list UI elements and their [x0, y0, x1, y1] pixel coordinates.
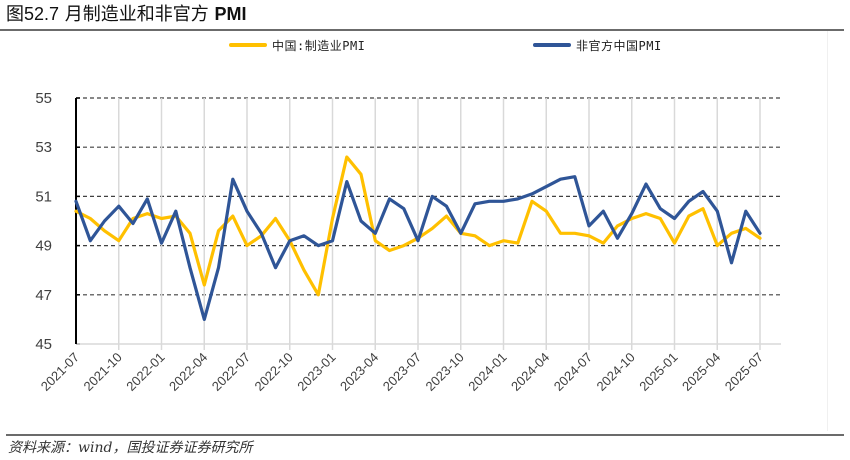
x-tick-label: 2024-07: [551, 350, 595, 394]
figure-title-prefix: 图: [6, 4, 24, 25]
x-tick-label: 2024-04: [508, 350, 552, 394]
x-tick-label: 2021-07: [38, 350, 82, 394]
x-tick-label: 2022-04: [166, 350, 210, 394]
x-tick-label: 2021-10: [81, 350, 125, 394]
legend-label-caixin: 非官方中国PMI: [576, 38, 662, 53]
axes: [75, 97, 781, 345]
source-note: 资料来源：wind，国投证券证券研究所: [8, 440, 253, 456]
figure-title-text: 月制造业和非官方: [59, 4, 215, 25]
data-series: [74, 155, 762, 321]
y-tick-label: 51: [35, 188, 52, 205]
x-tick-label: 2025-04: [679, 350, 723, 394]
x-tick-label: 2022-10: [252, 350, 296, 394]
figure-title-pmi: PMI: [214, 4, 247, 24]
vertical-gridlines: [118, 98, 761, 350]
x-tick-label: 2023-04: [337, 350, 381, 394]
x-tick-label: 2023-01: [294, 350, 338, 394]
x-tick-label: 2025-01: [636, 350, 680, 394]
title-divider: [0, 29, 844, 31]
figure-number: 52.7: [24, 4, 60, 24]
y-tick-label: 45: [35, 336, 52, 353]
y-tick-label: 55: [35, 90, 52, 107]
series-line-caixin: [74, 175, 762, 321]
x-tick-label: 2022-01: [123, 350, 167, 394]
y-tick-label: 53: [35, 139, 52, 156]
y-axis-tick-labels: 45 47 49 51 53 55: [35, 90, 52, 353]
x-tick-label: 2024-01: [465, 350, 509, 394]
legend-label-official: 中国:制造业PMI: [272, 38, 366, 53]
legend-swatch-official: [229, 43, 267, 47]
legend-item-official[interactable]: 中国:制造业PMI: [229, 36, 365, 54]
y-tick-label: 47: [35, 287, 52, 304]
legend-swatch-caixin: [533, 43, 571, 47]
x-tick-label: 2023-07: [380, 350, 424, 394]
x-axis-tick-labels: 2021-072021-102022-012022-042022-072022-…: [38, 350, 766, 394]
x-tick-label: 2025-07: [722, 350, 766, 394]
y-tick-label: 49: [35, 238, 52, 255]
figure-title: 图52.7 月制造业和非官方 PMI: [6, 1, 247, 28]
horizontal-gridlines: [76, 97, 781, 296]
legend-item-caixin[interactable]: 非官方中国PMI: [533, 36, 662, 54]
x-tick-label: 2022-07: [209, 350, 253, 394]
x-tick-label: 2023-10: [423, 350, 467, 394]
source-divider: [6, 434, 844, 436]
x-tick-label: 2024-10: [594, 350, 638, 394]
